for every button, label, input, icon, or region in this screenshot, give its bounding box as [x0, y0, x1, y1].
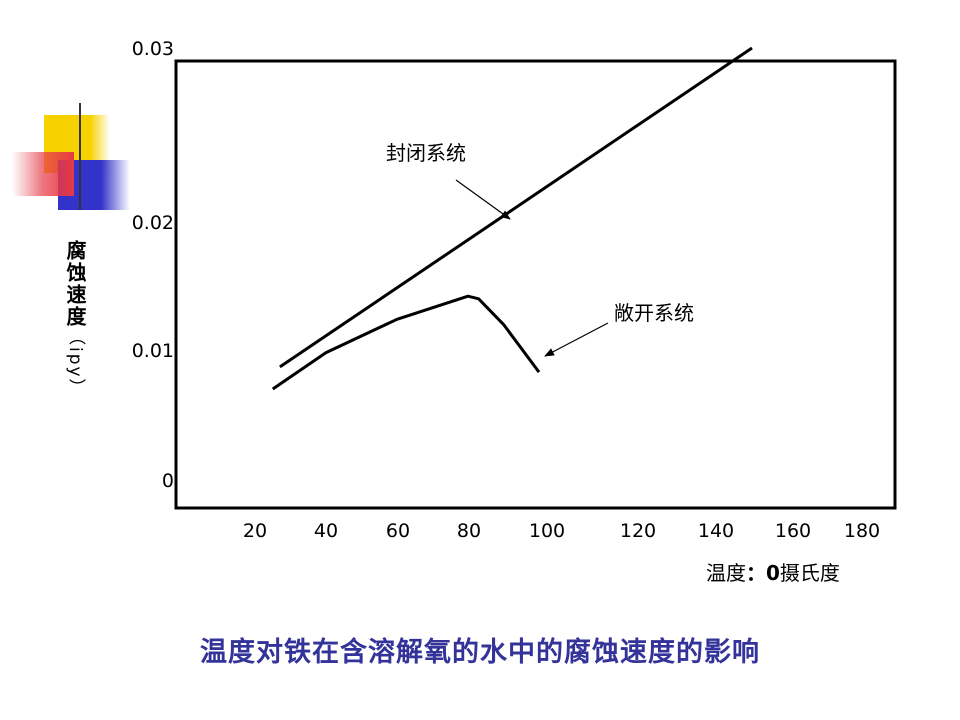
y-tick-labels: 0 0.01 0.02 0.03	[132, 38, 174, 492]
x-tick-label: 80	[457, 520, 481, 542]
annotation-arrow-open	[544, 322, 609, 357]
series-line-open-system	[271, 294, 541, 391]
annotation-arrow-closed	[455, 179, 511, 220]
x-axis-label: 温度：0摄氏度	[706, 557, 840, 586]
y-tick-label: 0.01	[132, 340, 174, 362]
x-tick-label: 160	[775, 520, 811, 542]
x-tick-label: 140	[698, 520, 734, 542]
x-tick-label: 100	[529, 520, 565, 542]
x-axis-label-mid: ：0	[746, 561, 780, 585]
x-tick-labels: 20 40 60 80 100 120 140 160 180	[243, 520, 880, 542]
x-tick-label: 180	[844, 520, 880, 542]
plot-frame	[174, 59, 897, 510]
x-axis-label-prefix: 温度	[706, 561, 746, 585]
series-line-closed-system	[279, 46, 753, 369]
y-tick-label: 0	[162, 470, 174, 492]
y-axis-label: 腐蚀速度（ipy）	[52, 240, 88, 398]
x-tick-label: 60	[386, 520, 410, 542]
annotation-open-system: 敞开系统	[614, 301, 694, 325]
annotation-closed-system: 封闭系统	[386, 141, 466, 165]
x-tick-label: 40	[314, 520, 338, 542]
y-tick-label: 0.02	[132, 212, 174, 234]
y-tick-label: 0.03	[132, 38, 174, 60]
series-lines	[271, 46, 753, 391]
y-axis-label-text: 腐蚀速度	[63, 240, 87, 328]
slide-caption: 温度对铁在含溶解氧的水中的腐蚀速度的影响	[200, 637, 760, 668]
x-tick-label: 20	[243, 520, 267, 542]
y-axis-unit: （ipy）	[65, 328, 85, 398]
x-axis-label-suffix: 摄氏度	[779, 561, 840, 585]
x-tick-label: 120	[620, 520, 656, 542]
